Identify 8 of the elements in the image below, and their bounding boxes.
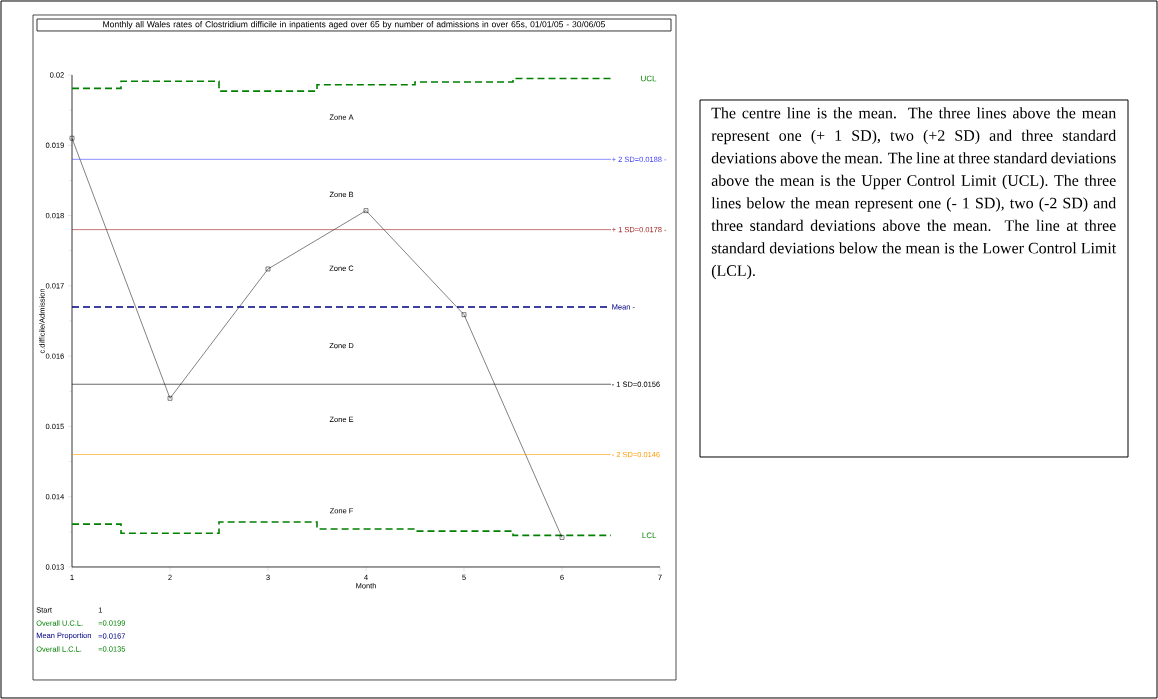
- chart-title: Monthly all Wales rates of Clostridium difficile in inpatients aged over 65 by number of admissions in over 65s, 01/01/05 - 30/06/05: [103, 21, 606, 29]
- point: [265, 266, 271, 272]
- point: [559, 535, 565, 540]
- point: [461, 312, 467, 317]
- point: [69, 136, 75, 141]
- point: [167, 396, 173, 401]
- point: [363, 208, 369, 213]
- text: The centre line is the mean. The three lines above the mean represent one (+ 1 SD), two (+2 SD) and three standard deviations above the mean. The line at three standard deviations above the mean is the Upper Control Limit (UCL). The three lines below the mean represent one (- 1 SD), two (-2 SD) and three standard deviations above the mean. The line at three standard deviations below the mean is the Lower Control Limit (LCL).: [711, 107, 1117, 280]
